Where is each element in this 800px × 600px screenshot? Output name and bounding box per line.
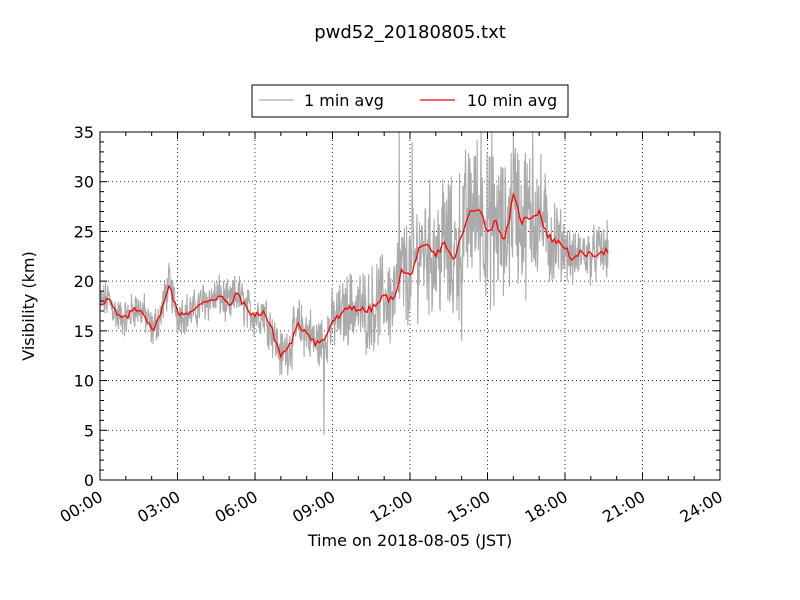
y-tick-label: 10 [74,372,94,391]
x-tick-label: 03:00 [134,487,183,527]
chart-title: pwd52_20180805.txt [314,22,506,43]
series-1-min-avg [99,131,609,436]
grid [100,132,720,480]
y-tick-labels: 0 5 10 15 20 25 30 35 [74,123,94,490]
x-axis-label: Time on 2018-08-05 (JST) [307,531,512,550]
x-tick-label: 06:00 [212,487,261,527]
y-tick-label: 15 [74,322,94,341]
legend: 1 min avg 10 min avg [251,84,569,118]
x-tick-label: 18:00 [522,487,571,527]
y-axis-label: Visibility (km) [19,251,38,360]
y-tick-label: 30 [74,173,94,192]
y-tick-label: 25 [74,222,94,241]
legend-label-10-min-avg: 10 min avg [467,91,557,110]
y-tick-label: 20 [74,272,94,291]
line-10-min-avg [99,191,609,359]
x-tick-label: 12:00 [367,487,416,527]
y-tick-label: 0 [84,471,94,490]
series-10-min-avg [99,191,609,359]
x-tick-label: 15:00 [444,487,493,527]
y-tick-label: 35 [74,123,94,142]
x-tick-label: 09:00 [289,487,338,527]
y-tick-label: 5 [84,421,94,440]
legend-box [251,84,569,118]
x-tick-labels: 00:00 03:00 06:00 09:00 12:00 15:00 18:00 21:00… [57,487,726,527]
ticks [99,131,721,481]
x-tick-label: 24:00 [677,487,726,527]
x-tick-label: 21:00 [599,487,648,527]
x-tick-label: 00:00 [57,487,106,527]
legend-label-1-min-avg: 1 min avg [304,91,384,110]
line-1-min-avg [99,131,609,436]
